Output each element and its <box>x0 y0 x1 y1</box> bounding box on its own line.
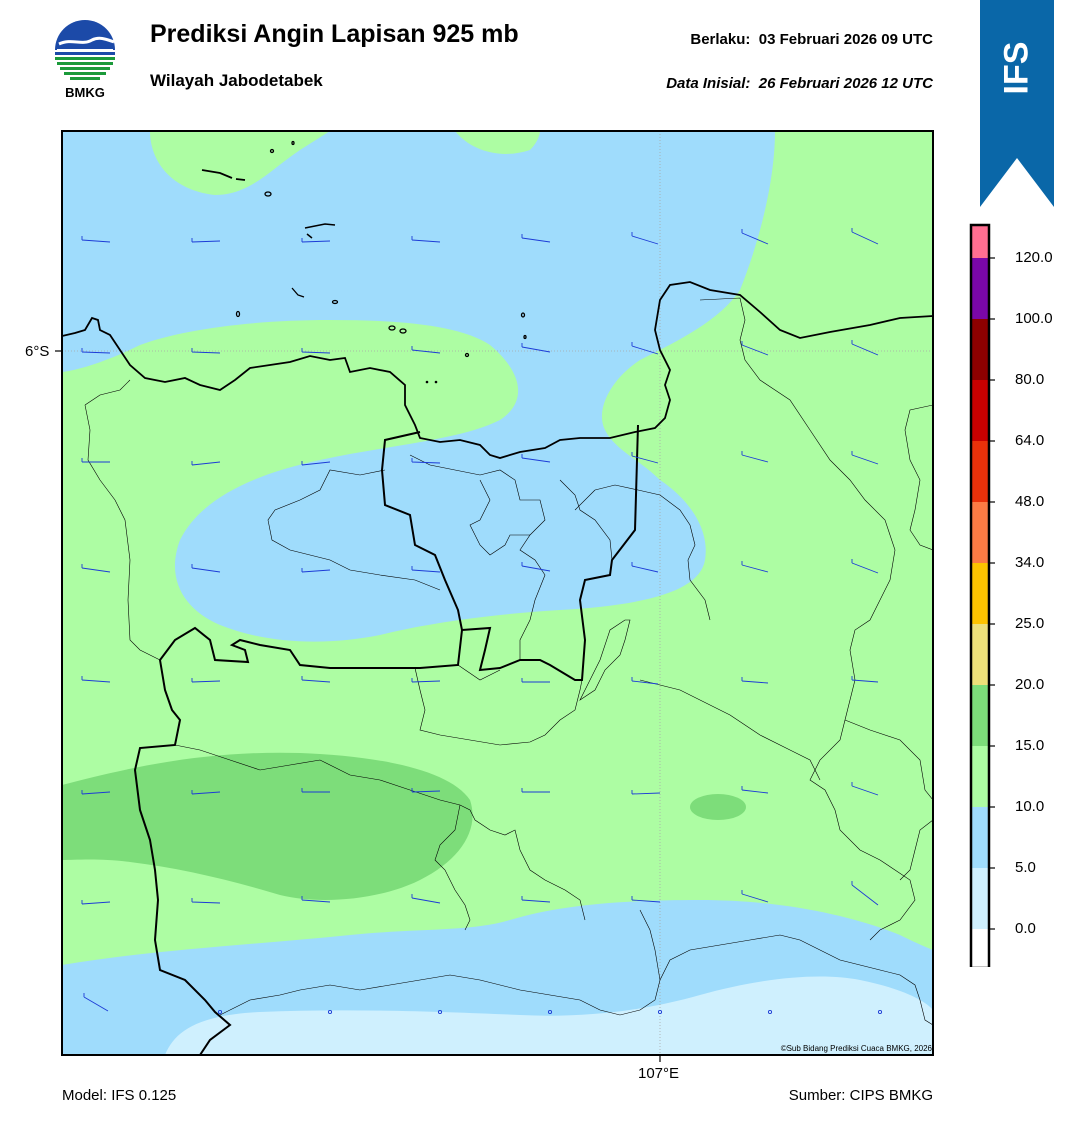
colorbar-segment <box>971 746 989 807</box>
colorbar-tick-label: 64.0 <box>1015 432 1045 449</box>
colorbar-segment <box>971 441 989 502</box>
valid-time: Berlaku: 03 Februari 2026 09 UTC <box>690 31 933 48</box>
logo-text: BMKG <box>65 85 105 100</box>
ifs-ribbon <box>980 0 1054 207</box>
speed-band-15-20 <box>62 752 473 900</box>
colorbar-tick-label: 20.0 <box>1015 676 1045 693</box>
colorbar-segment <box>971 319 989 380</box>
lon-tick-label: 107°E <box>638 1065 680 1082</box>
init-time-label: Data Inisial: <box>666 75 751 92</box>
page-title: Prediksi Angin Lapisan 925 mb <box>150 20 519 48</box>
colorbar-segment <box>971 225 989 258</box>
valid-time-label: Berlaku: <box>690 31 751 48</box>
colorbar-tick-label: 0.0 <box>1015 920 1036 937</box>
colorbar-segment <box>971 380 989 441</box>
speed-band-0-5 <box>165 976 933 1055</box>
colorbar-tick-label: 100.0 <box>1015 310 1053 327</box>
map-frame <box>61 130 934 1056</box>
colorbar <box>969 223 995 967</box>
page-subtitle: Wilayah Jabodetabek <box>150 71 323 90</box>
colorbar-segment <box>971 807 989 868</box>
colorbar-segment <box>971 624 989 685</box>
init-time-value: 26 Februari 2026 12 UTC <box>758 75 933 92</box>
speed-band-5-10-north <box>62 131 775 642</box>
valid-time-value: 03 Februari 2026 09 UTC <box>758 31 933 48</box>
colorbar-tick-label: 15.0 <box>1015 737 1045 754</box>
ribbon-text: IFS <box>997 41 1036 95</box>
colorbar-tick-label: 120.0 <box>1015 249 1053 266</box>
colorbar-tick-label: 34.0 <box>1015 554 1045 571</box>
colorbar-frame <box>969 223 991 967</box>
colorbar-segment <box>971 685 989 746</box>
colorbar-tick-label: 5.0 <box>1015 859 1036 876</box>
copyright-text: ©Sub Bidang Prediksi Cuaca BMKG, 2026 <box>780 1044 932 1053</box>
colorbar-segment <box>971 502 989 563</box>
wind-barbs <box>81 228 879 1012</box>
colorbar-tick-label: 80.0 <box>1015 371 1045 388</box>
colorbar-segment <box>971 929 989 967</box>
colorbar-segment <box>971 868 989 929</box>
source-info: Sumber: CIPS BMKG <box>788 1087 933 1104</box>
colorbar-tick-label: 10.0 <box>1015 798 1045 815</box>
model-info: Model: IFS 0.125 <box>62 1087 177 1104</box>
lat-tick-label: 6°S <box>25 343 50 360</box>
coastline <box>62 281 933 459</box>
init-time: Data Inisial: 26 Februari 2026 12 UTC <box>666 75 933 92</box>
colorbar-segment <box>971 258 989 319</box>
colorbar-tick-label: 25.0 <box>1015 615 1045 632</box>
speed-band-15-20-small <box>690 794 746 820</box>
bmkg-logo-icon <box>55 20 115 80</box>
colorbar-segment <box>971 563 989 624</box>
colorbar-tick-label: 48.0 <box>1015 493 1045 510</box>
province-boundary <box>133 431 464 1055</box>
